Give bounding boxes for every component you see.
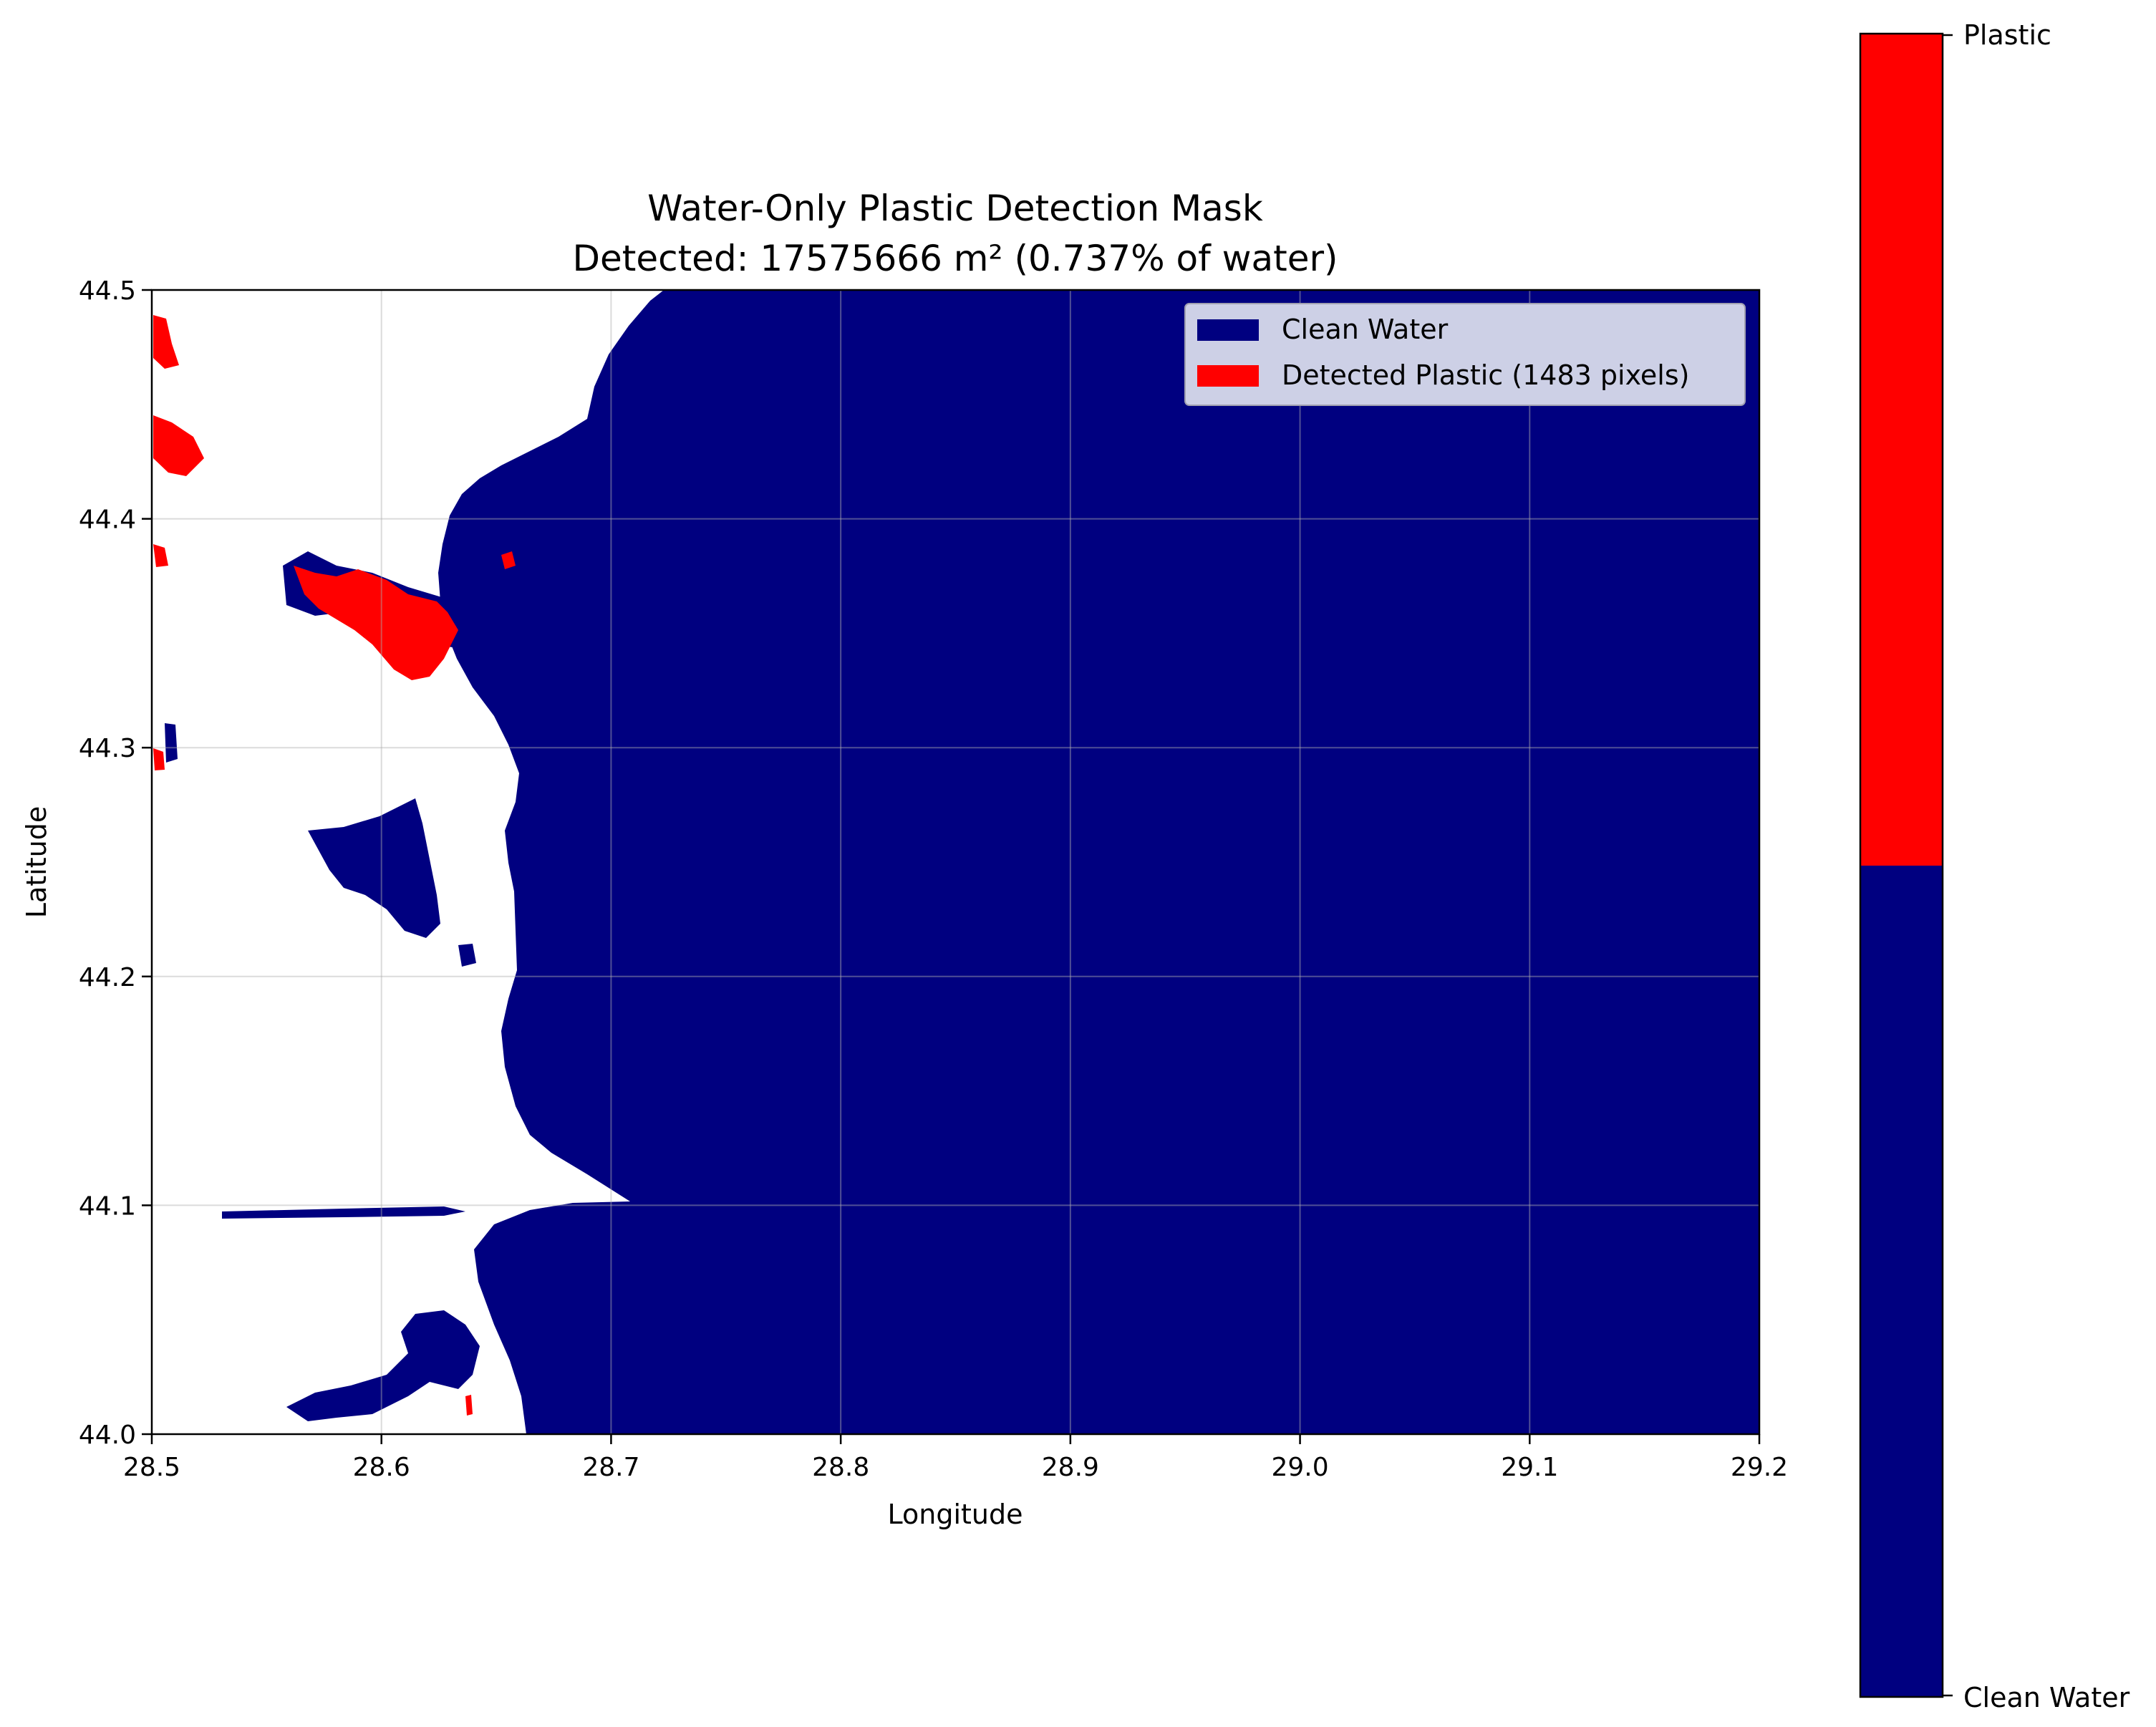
plot-frame [150, 289, 1761, 1436]
x-tick-label: 29.2 [1731, 1453, 1788, 1482]
plot-area [152, 290, 1759, 1434]
x-tick-label: 28.5 [123, 1453, 180, 1482]
pond-2 [165, 723, 178, 763]
y-tick-label: 44.0 [79, 1421, 136, 1450]
y-axis-label: Latitude [21, 806, 52, 918]
chart-title: Water-Only Plastic Detection Mask [647, 188, 1263, 229]
lagoon-south [286, 1310, 480, 1421]
legend-swatch-plastic [1197, 365, 1259, 387]
y-tick-label: 44.5 [79, 276, 136, 306]
legend: Clean Water Detected Plastic (1483 pixel… [1184, 303, 1746, 406]
plastic-patch-east-lagoon [501, 551, 516, 569]
colorbar-clean-water-segment [1860, 866, 1943, 1697]
y-tick-label: 44.3 [79, 734, 136, 763]
channel-strip [222, 1206, 465, 1219]
colorbar-plastic-segment [1860, 34, 1943, 866]
x-axis-label: Longitude [888, 1499, 1023, 1530]
y-axis: 44.0 44.1 44.2 44.3 44.4 44.5 [79, 276, 152, 1450]
colorbar-label-clean-water: Clean Water [1963, 1682, 2130, 1713]
plastic-patch-w3 [153, 544, 168, 567]
y-tick-label: 44.2 [79, 963, 136, 992]
x-tick-label: 28.6 [353, 1453, 410, 1482]
y-tick-label: 44.1 [79, 1191, 136, 1221]
plastic-patch-south [465, 1395, 473, 1416]
y-tick-label: 44.4 [79, 505, 136, 535]
plastic-patch-nw2 [153, 415, 204, 476]
chart-subtitle: Detected: 17575666 m² (0.737% of water) [572, 238, 1338, 279]
pond-1 [458, 944, 476, 967]
sea-water [438, 290, 1759, 1434]
plastic-main-patch [294, 566, 458, 680]
x-tick-label: 29.0 [1271, 1453, 1328, 1482]
legend-swatch-clean-water [1197, 319, 1259, 341]
lagoon-central [308, 798, 440, 938]
legend-label-plastic: Detected Plastic (1483 pixels) [1282, 359, 1689, 391]
x-axis: 28.5 28.6 28.7 28.8 28.9 29.0 29.1 29.2 [123, 1434, 1788, 1482]
x-tick-label: 28.9 [1042, 1453, 1099, 1482]
plastic-patch-w4 [153, 748, 165, 770]
colorbar-frame [1859, 32, 1944, 1698]
colorbar-label-plastic: Plastic [1963, 19, 2051, 51]
x-tick-label: 29.1 [1501, 1453, 1558, 1482]
lagoon-east [494, 555, 555, 630]
legend-label-clean-water: Clean Water [1282, 314, 1449, 345]
x-tick-label: 28.7 [582, 1453, 639, 1482]
gridlines [152, 290, 1759, 1434]
plastic-patch-nw1 [153, 315, 179, 369]
colorbar: Plastic Clean Water [1859, 19, 2130, 1713]
x-tick-label: 28.8 [812, 1453, 869, 1482]
legend-box [1184, 303, 1746, 406]
lagoon-northeast [734, 294, 780, 365]
